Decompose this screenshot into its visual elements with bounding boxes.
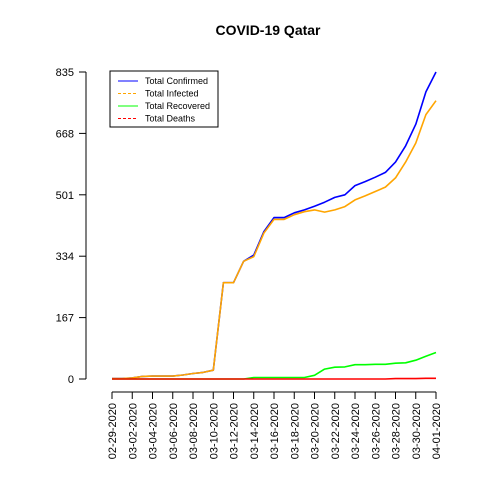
legend: Total Confirmed Total Infected Total Recov… <box>109 70 219 128</box>
x-tick-label: 03-18-2020 <box>289 403 301 459</box>
x-tick-label: 03-02-2020 <box>127 403 139 459</box>
x-tick-label: 03-24-2020 <box>350 403 362 459</box>
y-tick-label: 167 <box>56 313 74 325</box>
y-tick-label: 501 <box>56 190 74 202</box>
y-tick-label: 334 <box>56 251 74 263</box>
x-tick-label: 03-06-2020 <box>168 403 180 459</box>
series-line-total-deaths <box>112 377 436 380</box>
x-tick-label: 03-08-2020 <box>188 403 200 459</box>
x-tick-label: 03-20-2020 <box>310 403 322 459</box>
x-tick-label: 03-16-2020 <box>269 403 281 459</box>
x-tick-label: 03-22-2020 <box>330 403 342 459</box>
y-tick-label: 835 <box>56 67 74 79</box>
legend-box <box>109 70 219 128</box>
chart-title: COVID-19 Qatar <box>215 22 321 38</box>
x-tick-label: 03-10-2020 <box>208 403 220 459</box>
x-axis: 02-29-2020 03-02-2020 03-04-2020 03-06-2020… <box>107 391 443 459</box>
legend-label-total-recovered: Total Recovered <box>145 101 210 111</box>
legend-label-total-confirmed: Total Confirmed <box>145 76 208 86</box>
legend-label-total-deaths: Total Deaths <box>145 114 196 124</box>
x-tick-label: 04-01-2020 <box>431 403 443 459</box>
series-line-total-recovered <box>112 351 437 380</box>
y-axis: 0 167 334 501 668 835 <box>56 67 87 386</box>
series-layer <box>112 71 437 380</box>
x-tick-label: 03-04-2020 <box>148 403 160 459</box>
legend-label-total-infected: Total Infected <box>145 89 199 99</box>
series-line-total-infected <box>112 100 437 380</box>
x-tick-label: 03-14-2020 <box>249 403 261 459</box>
y-tick-label: 0 <box>68 374 74 386</box>
x-tick-label: 02-29-2020 <box>107 403 119 459</box>
x-tick-label: 03-28-2020 <box>391 403 403 459</box>
x-tick-label: 03-26-2020 <box>370 403 382 459</box>
x-tick-label: 03-12-2020 <box>229 403 241 459</box>
x-tick-label: 03-30-2020 <box>411 403 423 459</box>
y-tick-label: 668 <box>56 128 74 140</box>
